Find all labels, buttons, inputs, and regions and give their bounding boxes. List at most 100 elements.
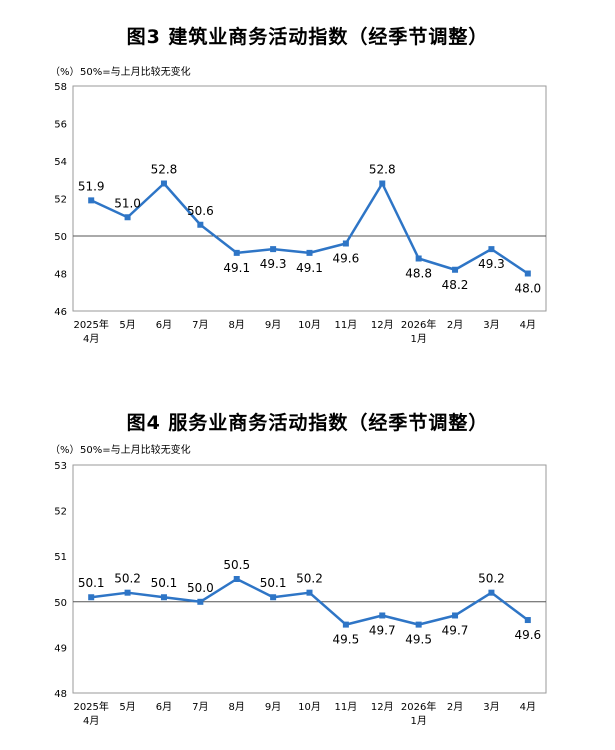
y-unit-label: （%） [50,67,80,78]
baseline-note: 50%=与上月比较无变化 [80,445,191,456]
data-point [306,589,313,596]
data-label: 48.2 [442,278,469,292]
x-tick-label: 2026年 [401,700,436,713]
construction-plot: 46 48 50 52 54 56 58 51.9 51.0 52.8 50.6 49.1 49.3 49… [54,82,547,345]
construction-chart: 图3 建筑业商务活动指数（经季节调整） （%） 50%=与上月比较无变化 46 4… [50,26,547,345]
x-tick-label: 5月 [119,319,135,331]
y-unit-label: （%） [50,445,80,456]
x-tick-label: 12月 [371,319,394,331]
data-label: 50.2 [478,572,505,586]
x-tick-label: 9月 [265,319,281,331]
data-label: 49.6 [333,252,360,266]
data-label: 50.5 [223,558,250,572]
services-chart: 图4 服务业商务活动指数（经季节调整） （%） 50%=与上月比较无变化 48 4… [0,375,615,750]
x-tick-label: 6月 [156,319,172,331]
plot-frame [72,85,547,312]
x-tick-label: 3月 [483,319,499,331]
data-label: 49.1 [296,261,323,275]
plot-frame [72,464,547,694]
data-label: 50.2 [114,572,141,586]
data-label: 51.0 [114,196,141,210]
data-point [306,249,313,256]
data-point [160,180,167,187]
y-tick-label: 54 [54,157,67,168]
y-tick-label: 53 [54,461,67,472]
y-tick-label: 52 [54,195,67,206]
x-tick-label: 4月 [520,701,536,713]
data-point [488,589,495,596]
y-tick-label: 48 [54,689,67,700]
data-point [160,594,167,601]
data-point [124,589,131,596]
data-label: 49.5 [405,633,432,647]
data-label: 50.1 [260,576,287,590]
x-tick-label: 2月 [447,701,463,713]
data-point [488,246,495,253]
data-point [452,612,459,619]
x-tick-label: 4月 [520,319,536,331]
data-label: 50.1 [78,576,105,590]
x-tick-label: 7月 [192,701,208,713]
x-tick-label: 12月 [371,701,394,713]
x-tick-label: 10月 [298,701,321,713]
data-point [233,576,240,582]
y-tick-label: 48 [54,270,67,281]
data-point [415,255,422,262]
data-label: 50.1 [151,576,178,590]
data-label: 49.1 [223,261,250,275]
data-point [124,214,131,221]
data-point [270,594,277,601]
data-label: 50.0 [187,581,214,595]
data-label: 48.0 [514,282,541,296]
x-tick-label: 8月 [229,701,245,713]
x-tick-label: 8月 [229,319,245,331]
x-tick-label: 1月 [410,715,426,727]
data-point [197,221,204,228]
y-tick-label: 50 [54,232,67,243]
data-label: 49.3 [478,257,505,271]
chart-title: 图3 建筑业商务活动指数（经季节调整） [126,26,489,48]
data-label: 50.6 [187,204,214,218]
data-point [197,598,204,605]
y-tick-label: 52 [54,507,67,518]
y-tick-label: 49 [54,643,67,654]
data-label: 50.2 [296,572,323,586]
data-label: 49.7 [442,623,469,637]
x-tick-label: 11月 [335,319,358,331]
x-tick-label: 2025年 [73,318,108,331]
data-point [270,246,277,253]
y-tick-label: 58 [54,82,67,93]
y-tick-label: 56 [54,120,67,131]
data-point [452,266,459,273]
data-point [524,617,531,624]
x-tick-label: 2025年 [73,700,108,713]
baseline-note: 50%=与上月比较无变化 [80,67,191,78]
data-point [88,594,95,601]
x-tick-label: 6月 [156,701,172,713]
data-point [524,270,531,277]
y-tick-label: 50 [54,598,67,609]
data-point [88,197,95,204]
data-label: 49.7 [369,623,396,637]
x-tick-label: 2026年 [401,318,436,331]
x-tick-label: 9月 [265,701,281,713]
data-label: 52.8 [151,163,178,177]
data-label: 49.3 [260,257,287,271]
x-tick-label: 3月 [483,701,499,713]
x-tick-label: 2月 [447,319,463,331]
data-point [342,240,349,247]
y-tick-label: 46 [54,307,67,318]
chart-title: 图4 服务业商务活动指数（经季节调整） [126,412,489,434]
data-point [342,621,349,628]
data-point [233,249,240,256]
data-label: 49.5 [333,633,360,647]
x-tick-label: 1月 [410,333,426,345]
data-label: 49.6 [514,628,541,642]
data-point [379,612,386,619]
x-tick-label: 4月 [83,715,99,727]
data-label: 52.8 [369,163,396,177]
x-tick-label: 4月 [83,333,99,345]
x-tick-label: 11月 [335,701,358,713]
x-tick-label: 7月 [192,319,208,331]
y-tick-label: 51 [54,552,67,563]
